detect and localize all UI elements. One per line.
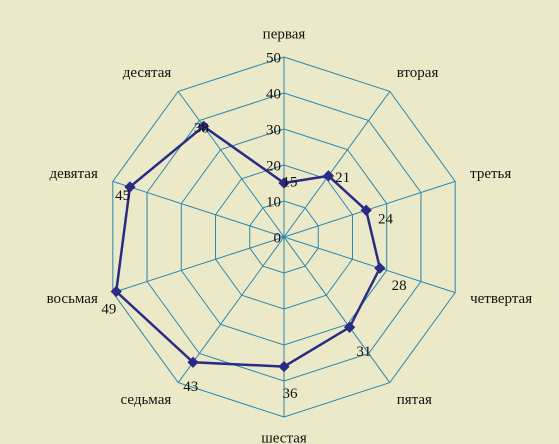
data-label: 45 [115,188,130,204]
category-label: шестая [261,430,307,444]
category-label: десятая [123,65,172,81]
spoke [112,236,285,294]
category-label: четвертая [470,291,532,307]
data-label: 38 [194,120,209,136]
r-tick-label: 0 [274,230,282,246]
r-tick-label: 40 [266,86,281,102]
category-label: вторая [397,65,439,81]
marker [124,181,136,193]
data-label: 31 [356,344,371,360]
category-label: пятая [397,392,432,408]
data-label: 49 [101,301,116,317]
spoke [112,180,285,238]
marker [278,177,290,189]
r-tick-label: 10 [266,194,281,210]
data-label: 43 [183,379,198,395]
data-label: 28 [392,278,407,294]
spoke [283,236,391,383]
r-tick-label: 30 [266,122,281,138]
series-line [114,124,382,368]
spoke [283,236,456,294]
category-label: девятая [50,166,98,182]
data-label: 24 [378,211,394,227]
data-label: 21 [335,170,350,186]
r-tick-label: 50 [266,50,281,66]
category-label: первая [263,26,306,42]
category-label: восьмая [47,291,98,307]
spoke [177,236,285,383]
marker [374,262,386,274]
marker [322,170,335,182]
r-tick-label: 20 [266,158,281,174]
data-label: 36 [283,386,299,402]
marker [187,356,199,368]
marker [278,360,290,373]
marker [343,321,356,333]
marker [360,204,372,216]
spoke [177,91,285,238]
spoke [283,91,391,238]
category-label: седьмая [121,392,172,408]
category-label: третья [470,166,511,182]
data-label: 15 [283,174,298,190]
